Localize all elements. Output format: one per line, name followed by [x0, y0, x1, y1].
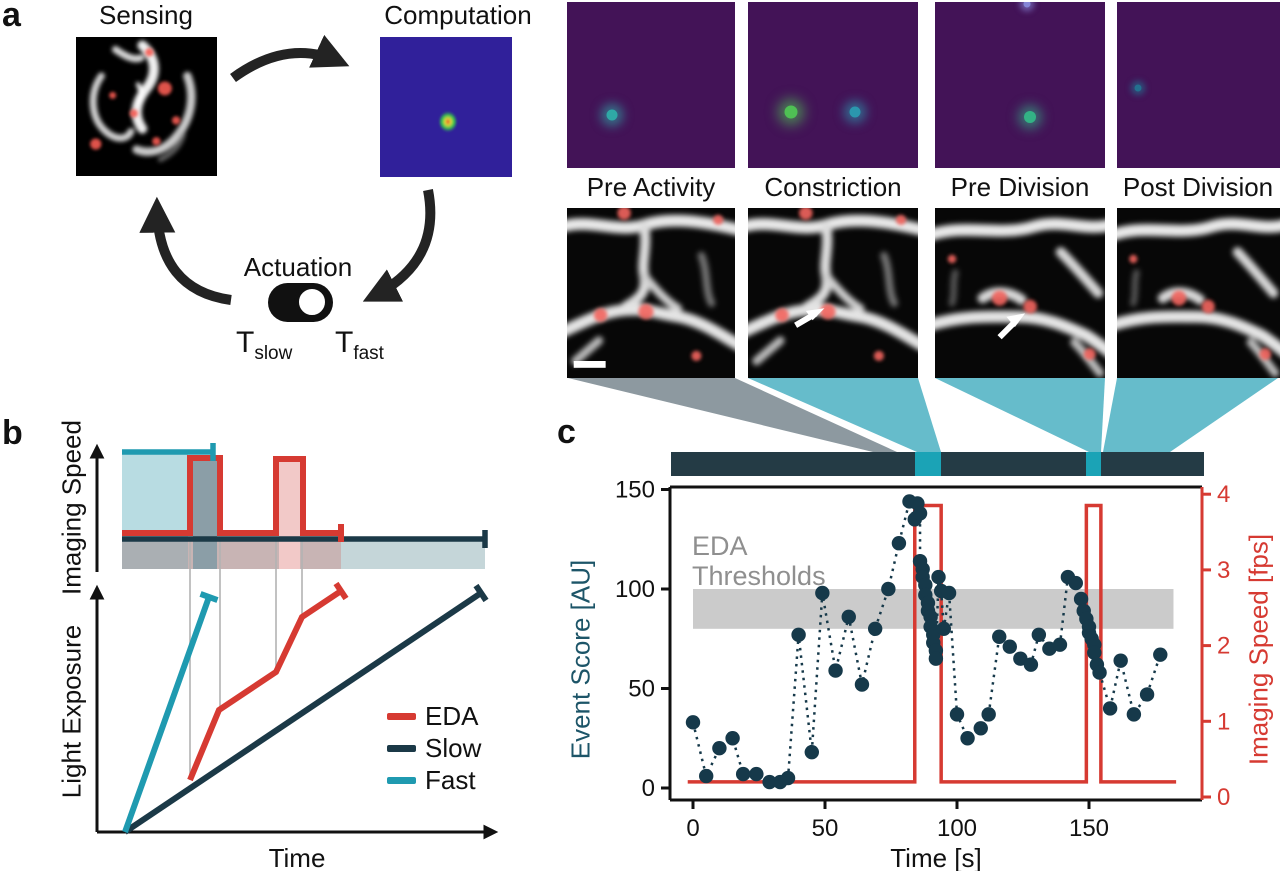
legend-item-eda: EDA [387, 701, 478, 732]
detected-event-dot [849, 106, 861, 118]
detected-event-dot [784, 105, 797, 119]
t-slow-label: Tslow [236, 326, 292, 365]
t-slow-base: T [236, 326, 255, 359]
acquisition-timeline-bar [671, 452, 1204, 476]
svg-text:4: 4 [1217, 481, 1230, 508]
toggle-knob-icon [294, 284, 330, 320]
sensing-image [76, 37, 217, 176]
scale-bar [573, 361, 606, 368]
timeline-wedges [568, 378, 1278, 452]
panel-c-chart: 0 50 100 150 0 50 100 150 0 1 2 3 4 [615, 477, 1230, 843]
frame-label-constriction: Constriction [764, 172, 902, 202]
fast-legend-label: Fast [425, 765, 476, 795]
probability-frame-pre-division [935, 2, 1105, 168]
panel-b-chart [122, 443, 489, 835]
svg-text:2: 2 [1217, 633, 1230, 660]
computation-title: Computation [384, 0, 532, 30]
eda-thresholds-label: EDA Thresholds [692, 531, 826, 591]
probability-frame-constriction [748, 2, 918, 168]
actuation-title: Actuation [243, 252, 353, 282]
slow-legend-swatch [387, 745, 416, 752]
wedge-gray [568, 378, 897, 452]
panel-a-label: a [2, 0, 21, 34]
frame-dots [1117, 2, 1280, 168]
arrow-actuation-to-sensing [139, 196, 232, 305]
svg-text:0: 0 [686, 815, 699, 842]
panel-c-label: c [557, 413, 576, 451]
micrograph-constriction [748, 208, 918, 378]
frame-dots [748, 2, 918, 168]
t-fast-label: Tfast [335, 326, 384, 365]
event-probability-map [380, 37, 512, 177]
panel-b-axes [89, 443, 499, 840]
light-exposure-axis-label: Light Exposure [56, 624, 87, 799]
svg-text:3: 3 [1217, 557, 1230, 584]
constriction-arrow-icon [794, 308, 825, 328]
cycle-arrows [139, 34, 436, 305]
computation-image [380, 37, 512, 177]
svg-text:100: 100 [937, 815, 977, 842]
imaging-speed-fps-axis-label: Imaging Speed [fps] [1243, 533, 1274, 766]
sensing-title: Sensing [99, 0, 193, 30]
event-score-axis-label: Event Score [AU] [565, 559, 596, 760]
svg-text:1: 1 [1217, 708, 1230, 735]
probability-frame-pre-activity [567, 2, 735, 168]
mitochondria-fluorescence-image [89, 40, 196, 163]
arrow-sensing-to-computation [230, 34, 350, 83]
detected-event-dot [1023, 2, 1031, 8]
frame-label-pre-division: Pre Division [950, 172, 1090, 202]
probability-frame-post-division [1117, 2, 1280, 168]
svg-text:0: 0 [1217, 784, 1230, 811]
fast-legend-swatch [387, 777, 416, 784]
micrograph-pre-activity [567, 208, 735, 378]
frame-dots [935, 2, 1105, 168]
t-fast-sub: fast [353, 343, 384, 364]
slow-legend-label: Slow [425, 733, 482, 763]
detected-event-dot [1134, 84, 1142, 92]
svg-text:50: 50 [628, 676, 655, 703]
svg-text:0: 0 [642, 775, 655, 802]
wedge-teal-3 [1103, 378, 1278, 452]
frame-label-pre-activity: Pre Activity [586, 172, 716, 202]
wedge-teal-2 [935, 378, 1105, 452]
time-s-axis-label: Time [s] [890, 843, 982, 871]
timeline-fast-segment [914, 452, 942, 476]
svg-text:100: 100 [615, 576, 655, 603]
legend-item-fast: Fast [387, 765, 476, 796]
detected-event-dot [1024, 110, 1037, 123]
detected-event-dot [606, 109, 618, 121]
time-axis-label: Time [268, 843, 326, 871]
t-slow-sub: slow [254, 343, 293, 364]
imaging-speed-axis-label: Imaging Speed [56, 420, 87, 595]
frame-label-post-division: Post Division [1122, 172, 1274, 202]
svg-text:150: 150 [615, 477, 655, 504]
micrograph-pre-division [935, 208, 1105, 378]
division-arrow-icon [997, 313, 1026, 340]
t-fast-base: T [335, 326, 354, 359]
panel-b-label: b [2, 414, 23, 452]
svg-text:150: 150 [1069, 815, 1109, 842]
micrograph-post-division [1117, 208, 1280, 378]
arrow-computation-to-actuation [362, 189, 436, 302]
eda-legend-label: EDA [425, 701, 479, 731]
actuation-toggle [268, 283, 333, 322]
frame-dots [567, 2, 735, 168]
wedge-teal-1 [748, 378, 941, 452]
eda-legend-swatch [387, 713, 416, 720]
svg-text:50: 50 [812, 815, 839, 842]
legend-item-slow: Slow [387, 733, 481, 764]
timeline-fast-segment [1086, 452, 1101, 476]
